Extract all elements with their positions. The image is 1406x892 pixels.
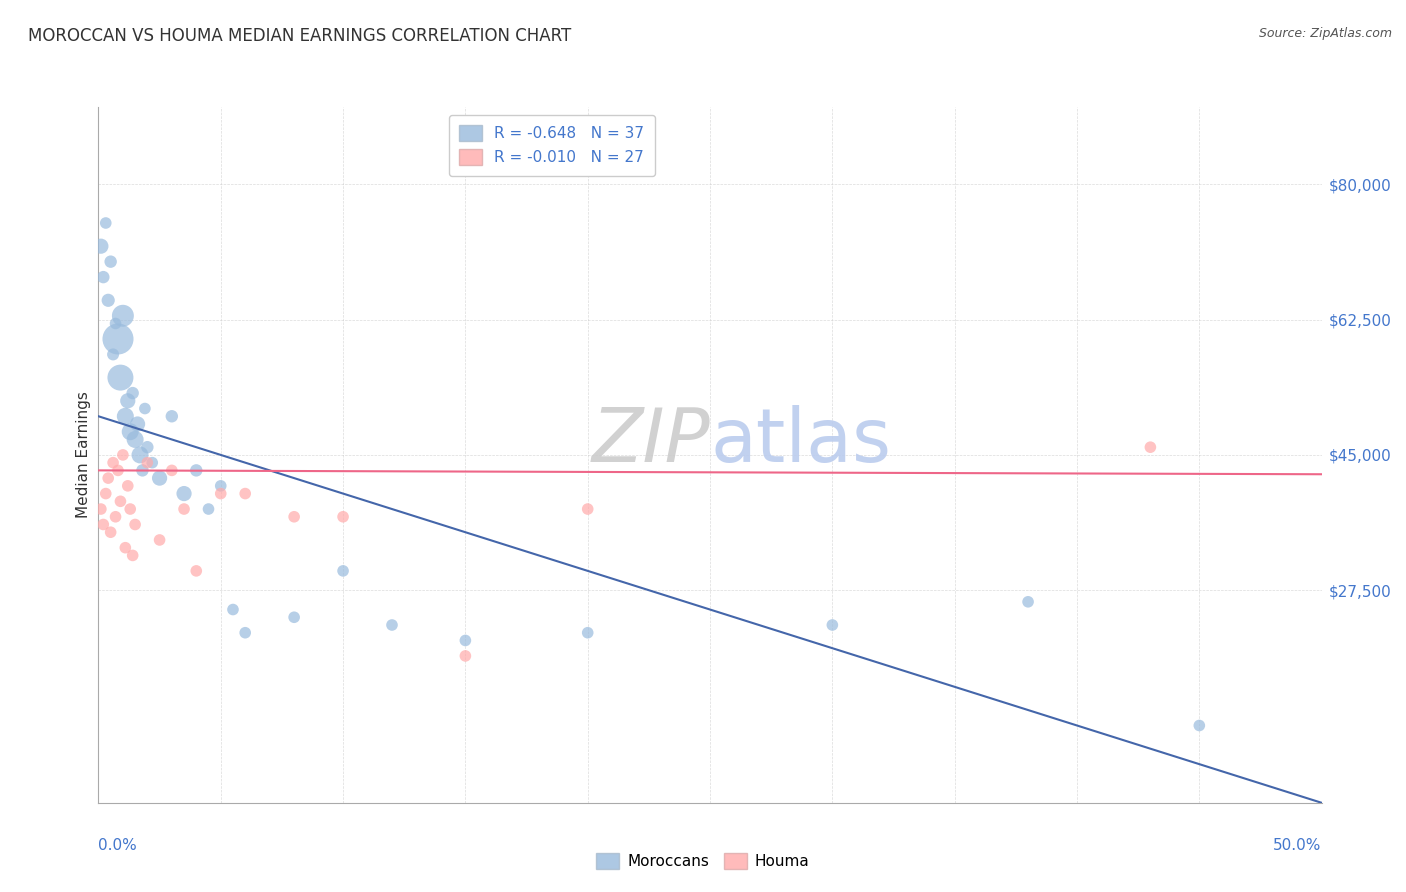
Point: [149, 471, 172, 485]
Point: [283, 610, 305, 624]
Point: [131, 463, 153, 477]
Point: [576, 625, 599, 640]
Point: [124, 517, 146, 532]
Point: [91, 270, 114, 285]
Point: [332, 564, 354, 578]
Point: [90, 239, 112, 253]
Y-axis label: Median Earnings: Median Earnings: [76, 392, 91, 518]
Point: [97, 293, 120, 308]
Point: [114, 409, 136, 424]
Point: [186, 463, 208, 477]
Point: [117, 479, 139, 493]
Point: [101, 456, 124, 470]
Point: [120, 425, 142, 439]
Point: [100, 525, 122, 540]
Point: [121, 386, 143, 401]
Point: [124, 433, 146, 447]
Point: [209, 479, 232, 493]
Point: [94, 486, 117, 500]
Point: [332, 509, 354, 524]
Point: [1139, 440, 1161, 454]
Text: ZIP: ZIP: [592, 405, 710, 477]
Legend: R = -0.648   N = 37, R = -0.010   N = 27: R = -0.648 N = 37, R = -0.010 N = 27: [449, 115, 655, 176]
Text: Source: ZipAtlas.com: Source: ZipAtlas.com: [1258, 27, 1392, 40]
Text: 0.0%: 0.0%: [98, 838, 138, 854]
Point: [283, 509, 305, 524]
Point: [136, 456, 159, 470]
Point: [576, 502, 599, 516]
Point: [104, 509, 127, 524]
Point: [821, 618, 844, 632]
Point: [149, 533, 172, 547]
Point: [160, 409, 183, 424]
Point: [114, 541, 136, 555]
Point: [1017, 595, 1039, 609]
Point: [197, 502, 219, 516]
Point: [222, 602, 245, 616]
Point: [94, 216, 117, 230]
Point: [129, 448, 152, 462]
Point: [111, 309, 134, 323]
Point: [209, 486, 232, 500]
Point: [136, 440, 159, 454]
Point: [186, 564, 208, 578]
Point: [104, 317, 127, 331]
Text: 50.0%: 50.0%: [1274, 838, 1322, 854]
Point: [120, 502, 142, 516]
Point: [90, 502, 112, 516]
Legend: Moroccans, Houma: Moroccans, Houma: [591, 847, 815, 875]
Point: [91, 517, 114, 532]
Point: [160, 463, 183, 477]
Text: MOROCCAN VS HOUMA MEDIAN EARNINGS CORRELATION CHART: MOROCCAN VS HOUMA MEDIAN EARNINGS CORREL…: [28, 27, 571, 45]
Point: [233, 625, 256, 640]
Point: [107, 332, 129, 346]
Point: [121, 549, 143, 563]
Point: [454, 633, 477, 648]
Point: [110, 494, 132, 508]
Point: [97, 471, 120, 485]
Point: [111, 448, 134, 462]
Point: [454, 648, 477, 663]
Point: [110, 370, 132, 384]
Point: [381, 618, 404, 632]
Point: [173, 502, 195, 516]
Text: atlas: atlas: [710, 404, 891, 477]
Point: [173, 486, 195, 500]
Point: [1188, 718, 1211, 732]
Point: [141, 456, 163, 470]
Point: [127, 417, 149, 431]
Point: [233, 486, 256, 500]
Point: [101, 347, 124, 361]
Point: [134, 401, 156, 416]
Point: [100, 254, 122, 268]
Point: [117, 393, 139, 408]
Point: [107, 463, 129, 477]
